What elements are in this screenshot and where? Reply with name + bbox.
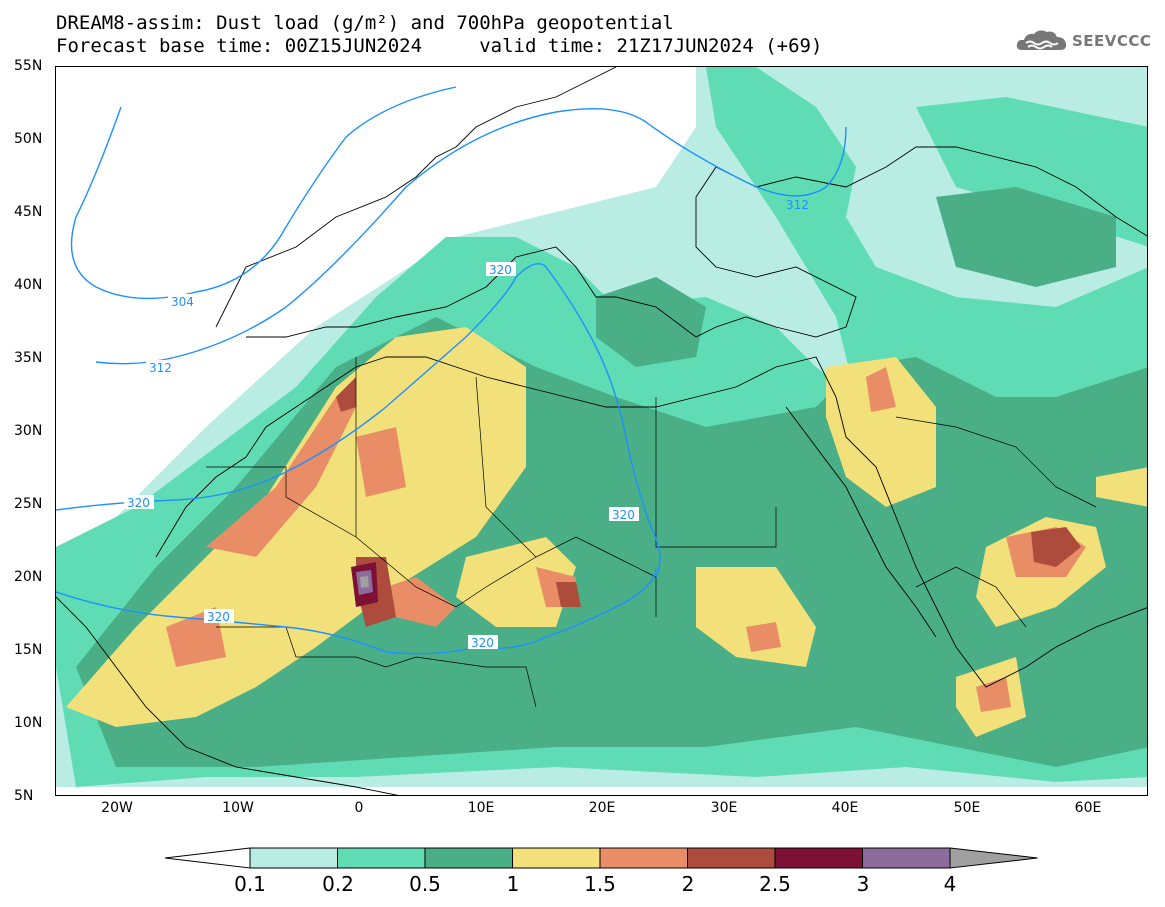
- lat-label: 25N: [14, 496, 43, 512]
- lat-label: 40N: [14, 277, 43, 293]
- colorbar-box: [512, 847, 601, 869]
- colorbar-label: 3: [856, 872, 870, 896]
- colorbar-label: 1: [506, 872, 520, 896]
- colorbar-box: [774, 847, 863, 869]
- contour-labels: 304 312 320 320 320 320 320 312: [124, 198, 809, 650]
- lat-label: 30N: [14, 423, 43, 439]
- lat-label: 45N: [14, 204, 43, 220]
- lon-label: 20E: [588, 800, 616, 816]
- chart-title: DREAM8-assim: Dust load (g/m²) and 700hP…: [56, 12, 674, 34]
- geopotential-contours: [56, 86, 847, 655]
- lon-label: 30E: [710, 800, 738, 816]
- forecast-times: Forecast base time: 00Z15JUN2024 valid t…: [56, 35, 823, 57]
- colorbar-boxes: [164, 847, 1038, 869]
- lon-label: 40E: [831, 800, 859, 816]
- svg-text:312: 312: [149, 361, 172, 375]
- colorbar-label: 2: [681, 872, 695, 896]
- colorbar-label: 1.5: [584, 872, 616, 896]
- lat-label: 35N: [14, 350, 43, 366]
- lat-label: 55N: [14, 58, 43, 74]
- lon-label: 50E: [953, 800, 981, 816]
- colorbar-box: [337, 847, 426, 869]
- lon-label: 10E: [467, 800, 495, 816]
- colorbar-over-triangle: [949, 847, 1038, 869]
- colorbar-box: [687, 847, 776, 869]
- colorbar-box: [249, 847, 338, 869]
- colorbar: [164, 847, 1038, 869]
- colorbar-box: [599, 847, 688, 869]
- svg-text:304: 304: [171, 295, 194, 309]
- colorbar-label: 0.2: [322, 872, 354, 896]
- lon-label: 0: [354, 800, 364, 816]
- lat-label: 10N: [14, 715, 43, 731]
- colorbar-box: [424, 847, 513, 869]
- lat-label: 20N: [14, 569, 43, 585]
- lon-label: 60E: [1074, 800, 1102, 816]
- seevccc-logo: SEEVCCC: [1016, 28, 1151, 54]
- lat-label: 5N: [14, 788, 34, 804]
- lon-label: 20W: [101, 800, 133, 816]
- colorbar-label: 0.1: [234, 872, 266, 896]
- cloud-icon: [1016, 30, 1067, 50]
- svg-text:320: 320: [127, 496, 150, 510]
- logo-text: SEEVCCC: [1072, 32, 1152, 50]
- svg-text:320: 320: [471, 636, 494, 650]
- colorbar-label: 4: [943, 872, 957, 896]
- colorbar-under-triangle: [164, 847, 251, 869]
- coastlines: [56, 67, 1147, 795]
- lat-label: 50N: [14, 131, 43, 147]
- colorbar-label: 0.5: [409, 872, 441, 896]
- svg-text:312: 312: [786, 198, 809, 212]
- colorbar-label: 2.5: [759, 872, 791, 896]
- country-borders: [206, 357, 1097, 708]
- svg-text:320: 320: [612, 508, 635, 522]
- colorbar-box: [862, 847, 951, 869]
- svg-text:320: 320: [207, 610, 230, 624]
- map-panel: 304 312 320 320 320 320 320 312: [55, 66, 1148, 796]
- lon-label: 10W: [222, 800, 254, 816]
- dust-band-4: [360, 576, 369, 588]
- svg-text:320: 320: [489, 263, 512, 277]
- dust-load-map: 304 312 320 320 320 320 320 312: [56, 67, 1147, 795]
- lat-label: 15N: [14, 642, 43, 658]
